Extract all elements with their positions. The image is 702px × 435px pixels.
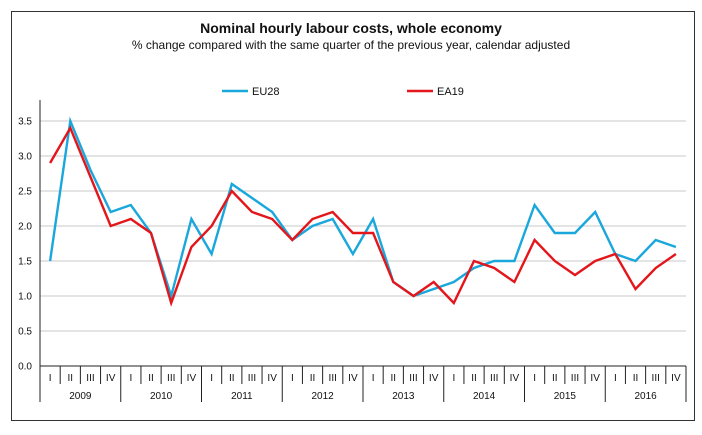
x-tick-year: 2013 (392, 391, 415, 402)
x-tick-quarter: IV (671, 373, 681, 384)
series-line-ea19 (49, 125, 677, 307)
x-tick-quarter: II (148, 373, 154, 384)
x-tick-quarter: I (533, 373, 536, 384)
x-tick-quarter: II (633, 373, 639, 384)
x-tick-quarter: III (490, 373, 498, 384)
x-tick-quarter: III (571, 373, 579, 384)
x-tick-quarter: III (409, 373, 417, 384)
x-tick-quarter: II (471, 373, 477, 384)
x-tick-quarter: III (652, 373, 660, 384)
y-tick-label: 3.5 (18, 117, 32, 128)
legend-label-ea19: EA19 (437, 86, 464, 98)
y-tick-label: 0.0 (18, 362, 32, 373)
x-tick-quarter: II (552, 373, 558, 384)
x-tick-quarter: I (452, 373, 455, 384)
x-tick-quarter: II (310, 373, 316, 384)
x-tick-quarter: I (210, 373, 213, 384)
x-tick-quarter: IV (348, 373, 358, 384)
y-tick-label: 1.5 (18, 257, 32, 268)
x-tick-year: 2009 (69, 391, 92, 402)
chart-subtitle: % change compared with the same quarter … (131, 38, 571, 52)
x-tick-quarter: III (167, 373, 175, 384)
series-lines (48, 116, 677, 307)
chart-frame (11, 11, 695, 421)
x-tick-quarter: IV (267, 373, 277, 384)
legend-label-eu28: EU28 (252, 86, 280, 98)
x-tick-year: 2015 (554, 391, 577, 402)
x-tick-quarter: IV (429, 373, 439, 384)
x-tick-quarter: IV (510, 373, 520, 384)
y-tick-label: 0.5 (18, 327, 32, 338)
legend: EU28 EA19 (222, 86, 464, 98)
x-tick-quarter: I (129, 373, 132, 384)
x-tick-year: 2014 (473, 391, 496, 402)
y-tick-label: 1.0 (18, 292, 32, 303)
x-tick-quarter: II (391, 373, 397, 384)
x-tick-quarter: II (68, 373, 74, 384)
x-tick-year: 2010 (150, 391, 173, 402)
x-tick-quarter: I (614, 373, 617, 384)
x-tick-quarter: III (86, 373, 94, 384)
x-tick-quarter: I (49, 373, 52, 384)
x-axis: I II III IV I II III IV I II III IV I II III IV I II III IV… (39, 365, 687, 402)
y-tick-label: 2.0 (18, 222, 32, 233)
x-tick-quarter: I (291, 373, 294, 384)
y-tick-label: 2.5 (18, 187, 32, 198)
x-tick-quarter: III (329, 373, 337, 384)
x-tick-quarter: IV (106, 373, 116, 384)
chart-title: Nominal hourly labour costs, whole econo… (200, 20, 502, 36)
x-tick-quarter: IV (187, 373, 197, 384)
gridlines (40, 120, 686, 332)
x-tick-year: 2016 (635, 391, 658, 402)
x-tick-quarter: III (248, 373, 256, 384)
x-tick-quarter: IV (590, 373, 600, 384)
y-tick-label: 3.0 (18, 152, 32, 163)
x-tick-year: 2012 (312, 391, 335, 402)
x-tick-quarter: I (372, 373, 375, 384)
y-axis-ticks: 0.0 0.5 1.0 1.5 2.0 2.5 3.0 3.5 (18, 100, 41, 373)
x-tick-quarter: II (229, 373, 235, 384)
x-tick-year: 2011 (231, 391, 253, 402)
